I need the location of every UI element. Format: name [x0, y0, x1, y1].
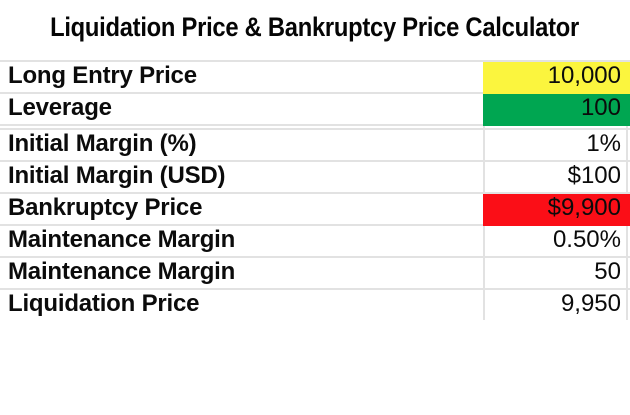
row-label: Bankruptcy Price — [0, 194, 483, 226]
row-label: Maintenance Margin — [0, 258, 483, 290]
row-label: Initial Margin (USD) — [0, 162, 483, 194]
table-row: Bankruptcy Price $9,900 — [0, 194, 630, 226]
row-label: Long Entry Price — [0, 62, 483, 94]
row-label: Liquidation Price — [8, 290, 200, 317]
table-row: Initial Margin (%) 1% — [0, 130, 630, 162]
value-cell[interactable]: 1% — [483, 130, 630, 162]
value-cell — [483, 126, 630, 130]
table-row: Maintenance Margin 50 — [0, 258, 630, 290]
table-row: Maintenance Margin 0.50% — [0, 226, 630, 258]
value-cell[interactable]: 0.50% — [483, 226, 630, 258]
row-label — [0, 126, 483, 130]
value-cell[interactable]: 9,950 — [483, 290, 630, 320]
table-row: Initial Margin (USD) $100 — [0, 162, 630, 194]
table-row — [0, 126, 630, 130]
table-row: Liquidation Price 9,950 — [0, 290, 630, 320]
table-row: Long Entry Price 10,000 — [0, 62, 630, 94]
row-label: Initial Margin (%) — [0, 130, 483, 162]
value-cell[interactable]: 50 — [483, 258, 630, 290]
calculator-table: Long Entry Price 10,000 Leverage 100 Initial… — [0, 62, 630, 320]
title-row: Liquidation Price & Bankruptcy Price Cal… — [0, 0, 630, 62]
page-title: Liquidation Price & Bankruptcy Price Cal… — [50, 12, 580, 42]
table-row: Leverage 100 — [0, 94, 630, 126]
row-label: Maintenance Margin — [0, 226, 483, 258]
row-label: Leverage — [0, 94, 483, 126]
input-value-cell[interactable]: 10,000 — [483, 62, 630, 94]
input-value-cell[interactable]: 100 — [483, 94, 630, 126]
input-value-cell[interactable]: $9,900 — [483, 194, 630, 226]
value-cell[interactable]: $100 — [483, 162, 630, 194]
